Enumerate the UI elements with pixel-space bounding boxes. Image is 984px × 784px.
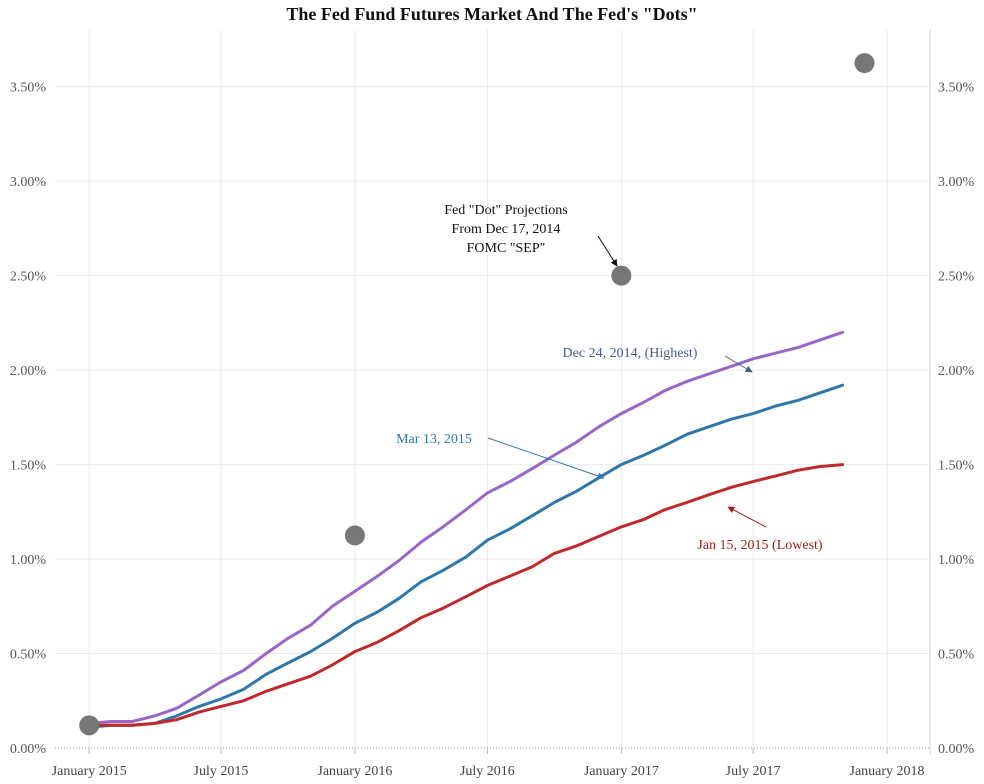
series-line-jan-15-2015-lowest bbox=[87, 463, 845, 727]
annotation-label: Dec 24, 2014, (Highest) bbox=[563, 346, 698, 361]
annotation-line: Fed "Dot" Projections bbox=[444, 203, 567, 218]
axes bbox=[55, 30, 931, 754]
y-tick-label-right: 3.00% bbox=[938, 175, 975, 190]
annotation-line: From Dec 17, 2014 bbox=[452, 222, 561, 237]
y-tick-label-right: 0.50% bbox=[938, 648, 975, 663]
x-tick-label: July 2017 bbox=[726, 764, 781, 779]
annotation-label: Fed "Dot" Projections From Dec 17, 2014 FO… bbox=[444, 203, 567, 256]
series-line-mar-13-2015 bbox=[87, 383, 845, 729]
fed-dots bbox=[79, 53, 875, 736]
chart-title: The Fed Fund Futures Market And The Fed'… bbox=[286, 4, 697, 24]
y-tick-label-left: 1.50% bbox=[10, 459, 47, 474]
annotation-label: Jan 15, 2015 (Lowest) bbox=[697, 538, 823, 553]
annotation-line: Jan 15, 2015 (Lowest) bbox=[697, 538, 823, 553]
annotation-arrow bbox=[597, 235, 618, 267]
annotation-line: FOMC "SEP" bbox=[467, 241, 546, 256]
y-tick-label-left: 2.00% bbox=[10, 364, 47, 379]
gridlines bbox=[55, 30, 930, 748]
fed-dot bbox=[854, 53, 875, 74]
annotation-arrow bbox=[487, 437, 605, 480]
annotation-arrow bbox=[727, 506, 767, 528]
y-tick-label-left: 3.50% bbox=[10, 81, 47, 96]
x-tick-label: January 2016 bbox=[317, 764, 392, 779]
x-axis: January 2015 July 2015 January 2016 July 20… bbox=[52, 748, 925, 779]
y-tick-label-left: 0.50% bbox=[10, 648, 47, 663]
fed-dot bbox=[344, 525, 365, 546]
y-tick-label-left: 0.00% bbox=[10, 742, 47, 757]
y-axis-right: 0.00% 0.50% 1.00% 1.50% 2.00% 2.50% 3.00% 3.50% bbox=[938, 81, 975, 757]
fed-dot bbox=[611, 265, 632, 286]
y-tick-label-right: 1.50% bbox=[938, 459, 975, 474]
y-tick-label-right: 0.00% bbox=[938, 742, 975, 757]
series-lines bbox=[87, 330, 845, 729]
y-tick-label-right: 2.50% bbox=[938, 270, 975, 285]
y-tick-label-right: 2.00% bbox=[938, 364, 975, 379]
x-tick-label: January 2015 bbox=[52, 764, 127, 779]
y-tick-label-left: 1.00% bbox=[10, 553, 47, 568]
y-tick-label-left: 3.00% bbox=[10, 175, 47, 190]
annotation-label: Mar 13, 2015 bbox=[396, 432, 472, 447]
series-line-dec-24-2014-highest bbox=[87, 330, 845, 725]
y-tick-label-right: 1.00% bbox=[938, 553, 975, 568]
annotations: Fed "Dot" Projections From Dec 17, 2014 FO… bbox=[396, 203, 823, 553]
x-tick-label: July 2015 bbox=[194, 764, 249, 779]
x-tick-label: January 2017 bbox=[584, 764, 659, 779]
x-tick-label: July 2016 bbox=[460, 764, 515, 779]
annotation-arrow bbox=[724, 355, 753, 373]
annotation-line: Dec 24, 2014, (Highest) bbox=[563, 346, 698, 361]
y-tick-label-left: 2.50% bbox=[10, 270, 47, 285]
x-tick-label: January 2018 bbox=[850, 764, 925, 779]
fed-dot bbox=[79, 715, 100, 736]
annotation-line: Mar 13, 2015 bbox=[396, 432, 472, 447]
y-tick-label-right: 3.50% bbox=[938, 81, 975, 96]
y-axis-left: 0.00% 0.50% 1.00% 1.50% 2.00% 2.50% 3.00% 3.50% bbox=[10, 81, 47, 757]
